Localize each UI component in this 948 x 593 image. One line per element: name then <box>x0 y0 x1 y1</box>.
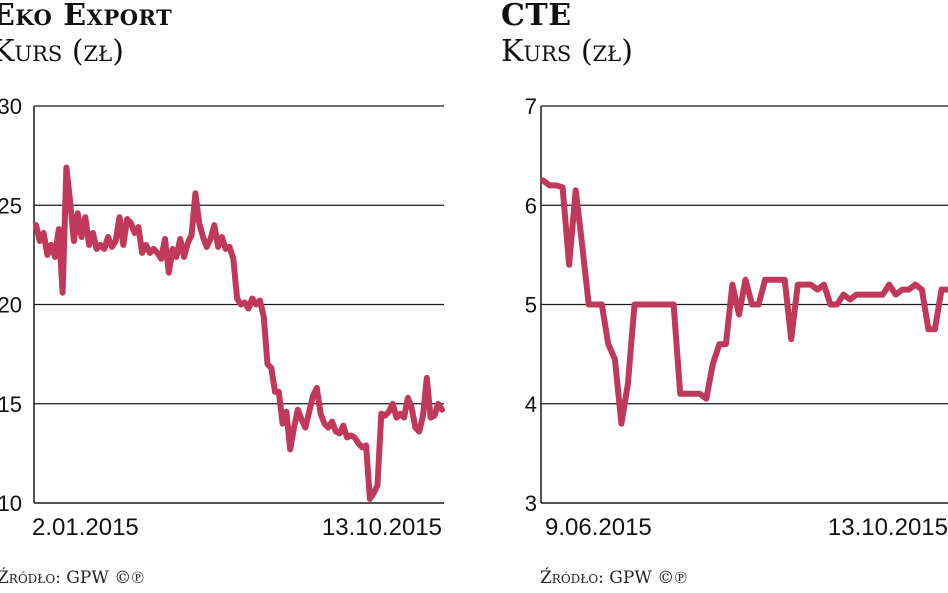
chart1-source: Źródło: GPW ©℗ <box>0 568 145 588</box>
chart1-ytick-label: 15 <box>0 392 22 417</box>
chart1-x-start-label: 2.01.2015 <box>32 514 139 541</box>
chart2-ytick-label: 3 <box>525 491 537 516</box>
chart1-x-end-label: 13.10.2015 <box>322 514 442 541</box>
chart1-ytick-label: 20 <box>0 293 22 318</box>
chart1-ytick-label: 10 <box>0 491 22 516</box>
chart1-title: Eko Export <box>0 0 173 33</box>
chart1-series-line <box>33 164 445 502</box>
chart2-title: CTE <box>501 0 572 33</box>
chart1-subtitle: Kurs (zł) <box>0 34 124 69</box>
chart2-x-start-label: 9.06.2015 <box>545 514 652 541</box>
chart2-ytick-label: 7 <box>525 94 537 119</box>
chart1-ytick-label: 30 <box>0 94 22 119</box>
chart2-series-line <box>540 177 948 427</box>
chart2-ytick-label: 5 <box>525 293 537 318</box>
chart2-subtitle: Kurs (zł) <box>501 34 633 69</box>
chart2-ytick-label: 6 <box>525 193 537 218</box>
chart2-x-end-label: 13.10.2015 <box>828 514 948 541</box>
chart2-ytick-label: 4 <box>525 392 537 417</box>
chart1-ytick-label: 25 <box>0 193 22 218</box>
chart2-source: Źródło: GPW ©℗ <box>540 568 688 588</box>
